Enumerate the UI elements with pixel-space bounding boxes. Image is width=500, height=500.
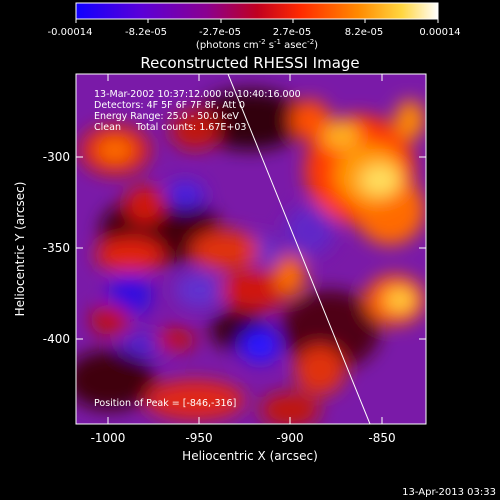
colorbar-tick-label: -2.7e-05 [199,27,241,38]
colorbar-unit-label: (photons cm-2 s-1 asec-2) [196,38,318,51]
info-line-energy: Energy Range: 25.0 - 50.0 keV [94,111,239,122]
y-tick-label: -350 [43,241,70,255]
y-axis-label: Heliocentric Y (arcsec) [13,182,27,317]
y-axis-ticks [76,156,426,340]
x-axis-label: Heliocentric X (arcsec) [182,449,318,463]
x-tick-label: -1000 [91,431,126,445]
colorbar-tick-label: 8.2e-05 [345,27,383,38]
info-line-time: 13-Mar-2002 10:37:12.000 to 10:40:16.000 [94,89,301,100]
info-line-detectors: Detectors: 4F 5F 6F 7F 8F, Att 0 [94,100,245,111]
x-tick-label: -950 [185,431,212,445]
peak-position-label: Position of Peak = [-846,-316] [94,398,236,409]
colorbar-ticks [75,19,439,23]
y-tick-label: -300 [43,150,70,164]
plot-frame [75,73,427,425]
colorbar-tick-label: 2.7e-05 [273,27,311,38]
x-tick-label: -900 [276,431,303,445]
plot-timestamp: 13-Apr-2013 03:33 [402,487,496,498]
y-tick-label: -400 [43,332,70,346]
x-axis-ticks [107,74,383,424]
image-title: Reconstructed RHESSI Image [140,54,359,72]
colorbar-tick-label: -8.2e-05 [125,27,167,38]
solar-limb-line [227,74,371,424]
colorbar [75,2,439,20]
x-tick-label: -850 [368,431,395,445]
colorbar-tick-label: -0.00014 [48,27,93,38]
rhessi-image [76,74,426,424]
info-line-clean: Clean Total counts: 1.67E+03 [94,122,246,133]
colorbar-tick-label: 0.00014 [419,27,460,38]
